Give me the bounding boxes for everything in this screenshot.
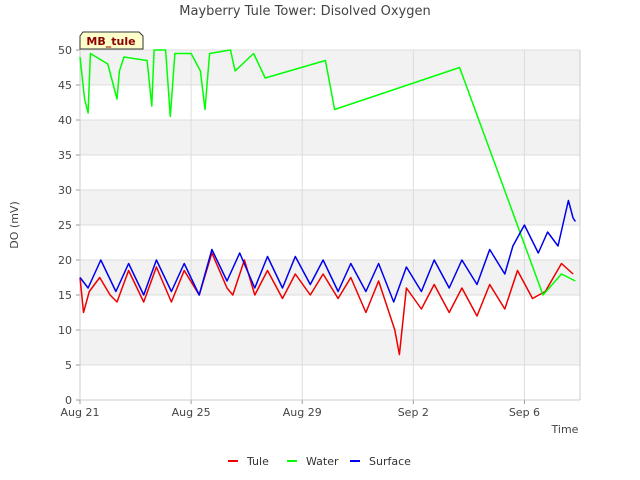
band <box>80 50 580 85</box>
y-tick-label: 50 <box>58 44 72 57</box>
y-tick-label: 40 <box>58 114 72 127</box>
site-tag-label: MB_tule <box>86 35 135 48</box>
legend-label-tule: Tule <box>246 455 269 468</box>
series-line-water <box>79 49 576 296</box>
series-line-surface <box>79 199 577 303</box>
x-axis-label: Time <box>551 423 579 436</box>
y-tick-label: 45 <box>58 79 72 92</box>
band <box>80 260 580 295</box>
tick-labels: 0 5 10 15 20 25 30 35 40 45 50 Aug 21 Aug 25 Aug 29 Se… <box>58 44 540 419</box>
site-tag: MB_tule <box>79 31 144 50</box>
x-tick-label: Sep 6 <box>509 406 540 419</box>
y-tick-label: 15 <box>58 289 72 302</box>
y-tick-label: 25 <box>58 219 72 232</box>
y-tick-label: 5 <box>65 359 72 372</box>
x-tick-label: Aug 25 <box>172 406 211 419</box>
band <box>80 120 580 155</box>
chart-title: Mayberry Tule Tower: Disolved Oxygen <box>179 4 430 19</box>
plot-background-bands <box>80 50 580 365</box>
axes <box>76 49 581 404</box>
y-tick-label: 10 <box>58 324 72 337</box>
legend: Tule Water Surface <box>228 455 411 468</box>
y-tick-label: 30 <box>58 184 72 197</box>
y-tick-label: 35 <box>58 149 72 162</box>
y-tick-label: 0 <box>65 394 72 407</box>
band <box>80 190 580 225</box>
site-tag-box <box>79 31 144 50</box>
y-tick-label: 20 <box>58 254 72 267</box>
series-lines <box>79 49 577 356</box>
x-tick-label: Aug 21 <box>61 406 100 419</box>
band <box>80 330 580 365</box>
series-line-tule <box>79 252 574 356</box>
x-tick-label: Aug 29 <box>283 406 322 419</box>
y-axis-label: DO (mV) <box>8 201 21 248</box>
legend-label-surface: Surface <box>369 455 411 468</box>
x-tick-label: Sep 2 <box>398 406 429 419</box>
legend-label-water: Water <box>306 455 339 468</box>
